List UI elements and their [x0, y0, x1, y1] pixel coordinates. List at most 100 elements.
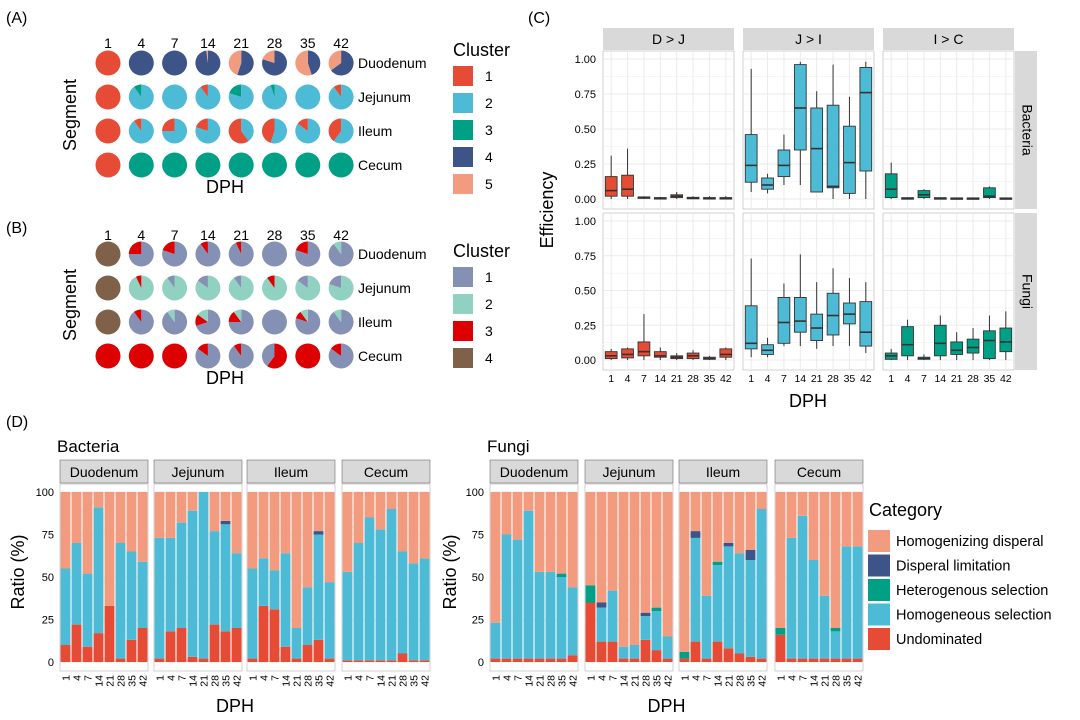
bar-segment [209, 492, 220, 532]
bar-segment [247, 492, 258, 569]
pie-slice [262, 275, 288, 301]
bar-segment [154, 537, 165, 659]
facet-panel [59, 483, 149, 672]
pie-slice [162, 84, 188, 110]
x-tick-label: 35 [984, 373, 996, 385]
bar-segment [723, 543, 734, 547]
stacked-bar [712, 492, 723, 662]
facet-panel [153, 483, 243, 672]
bar-segment [165, 537, 176, 632]
bar-segment [165, 492, 176, 538]
stacked-bar [662, 492, 673, 662]
facet-panel [246, 483, 336, 672]
facet-strip [1015, 51, 1037, 209]
pie-slice [235, 241, 242, 254]
pie-slice [328, 50, 342, 71]
box [983, 315, 996, 360]
bar-segment [786, 537, 797, 659]
bar-segment [723, 648, 734, 662]
bar-segment [512, 539, 523, 659]
bar-segment [302, 492, 313, 588]
legend-swatch [868, 579, 890, 601]
bar-segment [231, 492, 242, 554]
bar-segment [313, 639, 324, 662]
bar-segment [651, 492, 662, 608]
pie [295, 152, 321, 178]
stacked-bar [797, 492, 808, 662]
bar-segment [313, 531, 324, 535]
bar-segment [231, 553, 242, 628]
x-tick-label: 7 [83, 675, 95, 681]
box [917, 189, 931, 199]
pie-slice [262, 309, 287, 335]
stacked-bar [342, 492, 353, 662]
facet-strip-label: Ileum [274, 464, 308, 480]
bar-segment [501, 492, 512, 535]
bar-segment [690, 537, 701, 642]
bar-segment [679, 651, 690, 659]
legend-label: Undominated [896, 632, 982, 648]
stacked-bar [198, 492, 209, 662]
bar-segment [364, 660, 375, 662]
x-tick-label: 4 [625, 373, 631, 385]
pie [228, 309, 254, 335]
box [917, 354, 931, 360]
x-tick-label: 21 [811, 373, 823, 385]
facet-strip-label: Duodenum [500, 464, 569, 480]
pie [95, 84, 121, 110]
y-tick-label: 0.00 [575, 194, 596, 206]
x-tick-label: 14 [934, 373, 946, 385]
x-tick-label: 7 [365, 675, 377, 681]
bar-segment [534, 658, 545, 662]
y-tick-label: 0.75 [575, 89, 596, 101]
pie-slice [295, 311, 308, 322]
box-body [884, 173, 898, 199]
bar-segment [115, 543, 126, 659]
stacked-bar [176, 492, 187, 662]
pie [228, 275, 254, 301]
pie [195, 50, 221, 76]
pie [162, 84, 188, 110]
bar-segment [364, 492, 375, 518]
x-tick-label: 1 [491, 675, 503, 681]
x-tick-label: 42 [568, 675, 580, 687]
pie [195, 309, 221, 335]
facet-panel [489, 483, 579, 672]
pie [195, 84, 221, 110]
pie [328, 309, 354, 335]
bar-segment [247, 568, 258, 659]
stacked-bar [60, 492, 71, 662]
x-tick-label: 4 [502, 675, 514, 681]
bar-segment [302, 587, 313, 645]
pie [128, 275, 154, 301]
x-tick-label: 7 [798, 675, 810, 681]
box [719, 196, 733, 200]
bar-segment [607, 641, 618, 662]
box-body [761, 177, 774, 190]
stacked-bar [353, 492, 364, 662]
pie-slice [162, 343, 188, 369]
bar-segment [375, 529, 386, 661]
bar-segment [841, 546, 852, 659]
facet-panel [341, 483, 431, 672]
row-label: Duodenum [358, 246, 427, 262]
legend-title: Cluster [453, 40, 510, 60]
bar-segment [82, 492, 93, 574]
pie-slice [262, 50, 275, 63]
legend-swatch [868, 603, 890, 626]
box-body [983, 330, 996, 360]
pie [128, 241, 154, 267]
stacked-bar [618, 492, 629, 662]
bar-segment [71, 543, 82, 625]
bar-segment [852, 658, 863, 662]
bar-segment [353, 543, 364, 661]
x-tick-label: 42 [138, 675, 150, 687]
pie-slice [133, 118, 142, 131]
facet-panel [742, 212, 875, 371]
stacked-bar [397, 492, 408, 662]
bar-segment [640, 612, 651, 617]
y-tick-label: 0.25 [575, 320, 596, 332]
y-tick-label: 75 [472, 530, 484, 542]
x-tick-label: 35 [842, 675, 854, 687]
